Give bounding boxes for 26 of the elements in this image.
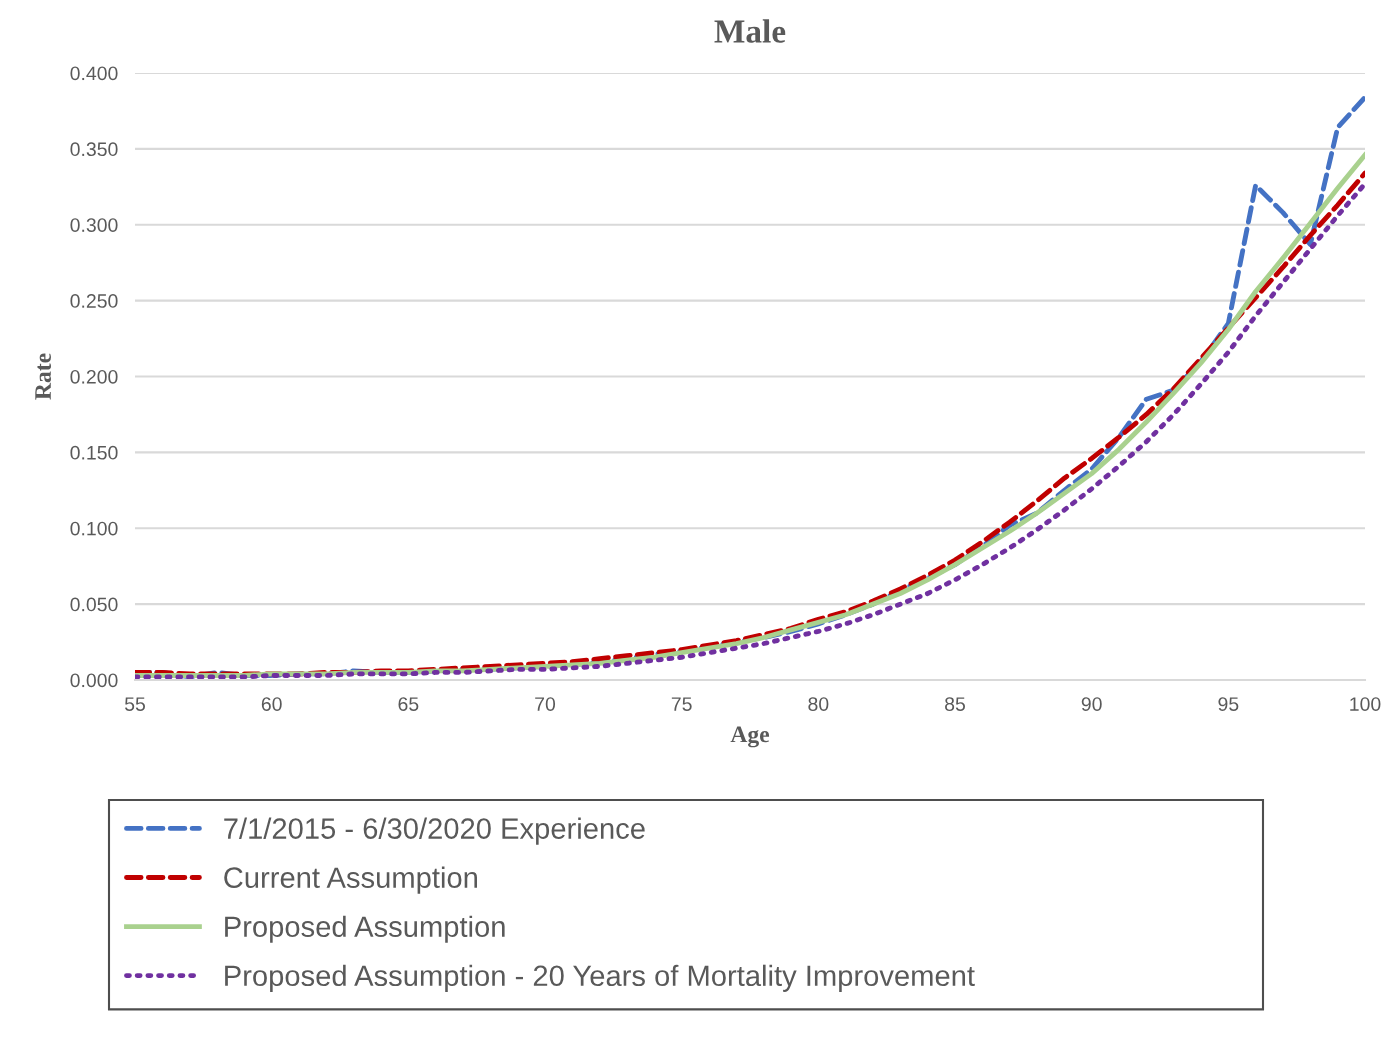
y-tick-label: 0.200	[70, 369, 118, 384]
y-tick-label: 0.250	[70, 294, 118, 308]
y-axis-title: Rate	[35, 353, 51, 400]
y-tick-label: 0.150	[70, 445, 118, 460]
x-tick-label: 95	[1218, 697, 1239, 711]
x-tick-label: 100	[1350, 697, 1381, 711]
x-tick-label: 70	[535, 697, 556, 711]
x-tick-label: 90	[1081, 697, 1102, 711]
x-tick-label: 55	[124, 697, 145, 711]
y-tick-label: 0.100	[70, 521, 118, 536]
x-tick-label: 60	[261, 697, 282, 711]
y-tick-label: 0.300	[70, 218, 118, 232]
x-axis-title: Age	[730, 726, 770, 748]
x-tick-label: 85	[945, 697, 965, 711]
y-tick-label: 0.350	[70, 142, 118, 157]
y-tick-label: 0.000	[70, 673, 118, 688]
x-tick-label: 65	[398, 697, 419, 711]
chart-title: Male	[714, 19, 786, 43]
legend-label: Proposed Assumption	[225, 915, 505, 943]
legend-label: 7/1/2015 - 6/30/2020 Experience	[224, 817, 645, 845]
legend-label: Proposed Assumption - 20 Years of Mortality Improvement	[225, 964, 975, 992]
y-tick-label: 0.400	[70, 66, 118, 81]
legend-label: Current Assumption	[224, 866, 477, 894]
x-tick-label: 80	[808, 697, 829, 711]
x-tick-label: 75	[671, 697, 692, 711]
y-tick-label: 0.050	[70, 597, 118, 612]
